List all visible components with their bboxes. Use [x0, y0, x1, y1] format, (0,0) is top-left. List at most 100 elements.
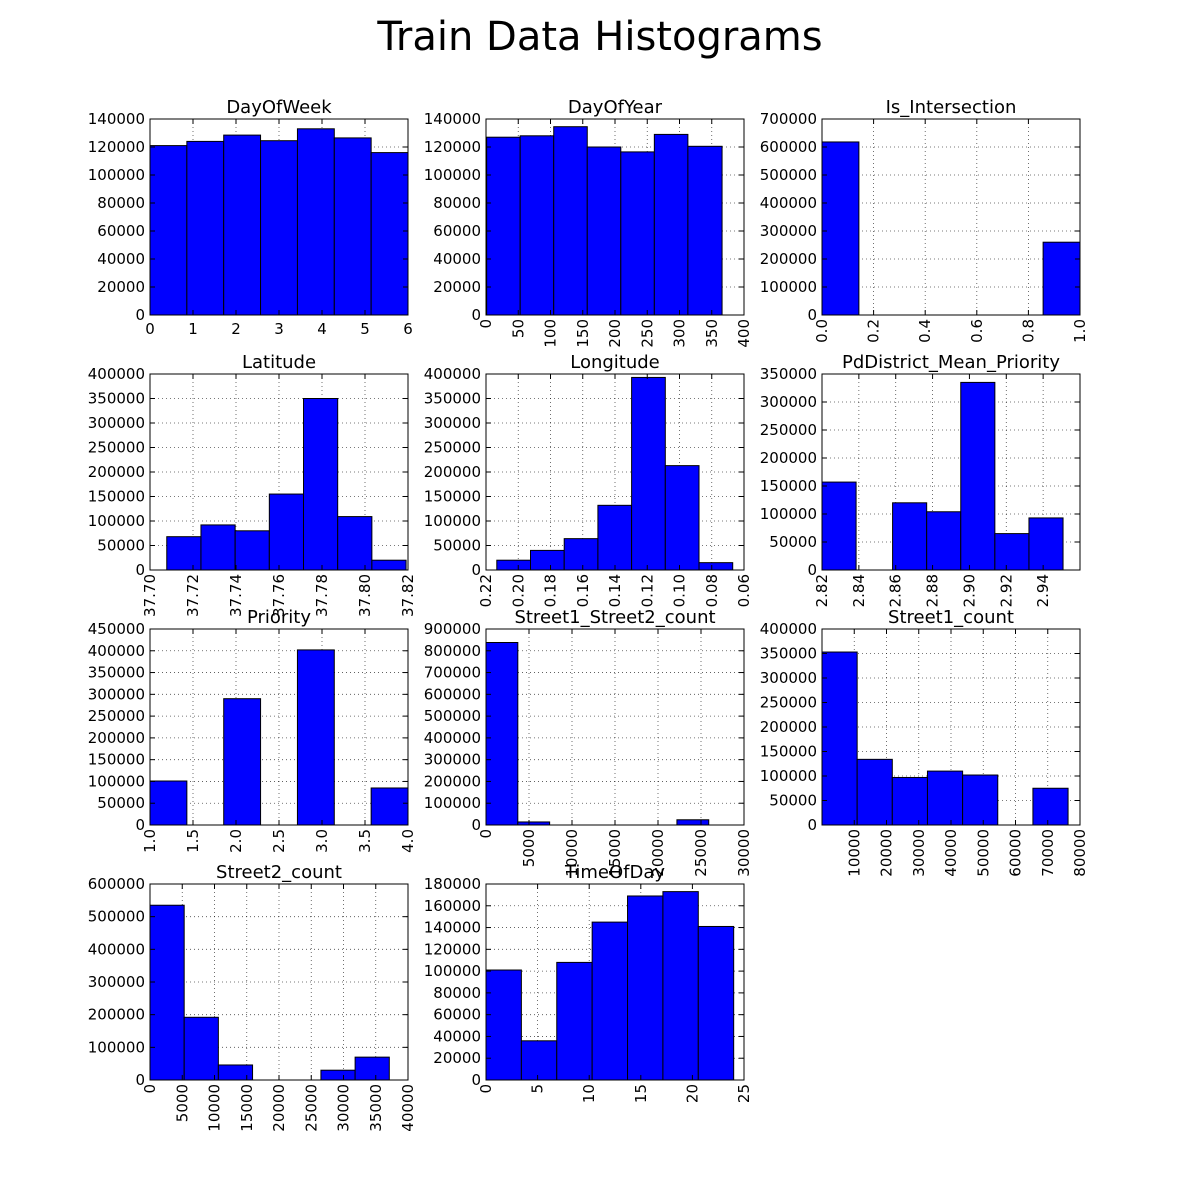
histogram-bar — [268, 493, 305, 571]
y-tick-label: 50000 — [769, 792, 817, 810]
x-tick-label: 0.10 — [671, 574, 689, 607]
y-tick-label: 0 — [807, 561, 817, 579]
y-tick-label: 50000 — [433, 537, 481, 555]
y-tick-label: 900000 — [424, 620, 481, 638]
histogram-bar — [960, 381, 996, 571]
x-tick-label: 2.86 — [887, 574, 905, 607]
histogram-bar — [926, 770, 964, 826]
x-tick-label: 350 — [703, 319, 721, 348]
histogram-is-intersection: Is_Intersection 0 100000 200000 300000 400000… — [760, 97, 1089, 343]
histogram-bar — [149, 145, 188, 316]
x-tick-label: 25000 — [302, 1084, 320, 1132]
x-tick-label: 37.80 — [356, 574, 374, 617]
histogram-bar — [631, 376, 666, 571]
y-tick-label: 100000 — [424, 512, 481, 530]
y-tick-label: 400000 — [88, 365, 145, 383]
histogram-bar — [676, 819, 710, 826]
histogram-bar — [821, 141, 860, 316]
y-tick-label: 300000 — [760, 393, 817, 411]
subplot-title: Is_Intersection — [886, 97, 1017, 118]
histogram-bar — [994, 533, 1030, 571]
x-tick-label: 0.18 — [542, 574, 560, 607]
y-tick-label: 100000 — [424, 794, 481, 812]
y-tick-label: 300000 — [88, 973, 145, 991]
x-tick-label: 1 — [188, 320, 198, 338]
x-tick-label: 0.6 — [968, 319, 986, 343]
y-tick-label: 350000 — [760, 645, 817, 663]
histogram-bar — [371, 559, 407, 571]
y-tick-label: 50000 — [97, 794, 145, 812]
x-tick-label: 0.8 — [1019, 319, 1037, 343]
y-tick-label: 350000 — [424, 390, 481, 408]
x-tick-label: 100 — [542, 319, 560, 348]
x-tick-label: 30000 — [735, 829, 753, 877]
subplot-title: Street2_count — [216, 862, 342, 883]
x-tick-label: 50000 — [974, 829, 992, 877]
x-tick-label: 5 — [529, 1084, 547, 1094]
histogram-street1-street2-count: Street1_Street2_count0100000200000300000… — [424, 607, 753, 877]
y-tick-label: 700000 — [424, 664, 481, 682]
y-tick-label: 500000 — [88, 908, 145, 926]
y-tick-label: 200000 — [760, 449, 817, 467]
x-tick-label: 20 — [683, 1084, 701, 1103]
x-tick-label: 25 — [735, 1084, 753, 1103]
axes-frame — [821, 373, 1081, 571]
y-tick-label: 80000 — [433, 194, 481, 212]
y-tick-label: 140000 — [424, 919, 481, 937]
y-tick-label: 250000 — [760, 694, 817, 712]
y-tick-label: 100000 — [760, 505, 817, 523]
x-tick-label: 2.0 — [227, 829, 245, 853]
y-tick-label: 100000 — [88, 772, 145, 790]
histogram-bar — [556, 961, 593, 1081]
y-tick-label: 120000 — [424, 940, 481, 958]
x-tick-label: 15000 — [606, 829, 624, 877]
y-tick-label: 500000 — [424, 707, 481, 725]
y-tick-label: 0 — [135, 561, 145, 579]
histogram-bar — [697, 925, 735, 1081]
x-tick-label: 10000 — [845, 829, 863, 877]
y-tick-label: 200000 — [424, 772, 481, 790]
subplot-title: Latitude — [242, 352, 316, 373]
histogram-bar — [496, 559, 532, 571]
x-tick-label: 50 — [509, 319, 527, 338]
histogram-bar — [149, 904, 185, 1081]
y-tick-label: 250000 — [760, 421, 817, 439]
x-tick-label: 37.72 — [184, 574, 202, 617]
y-tick-label: 200000 — [88, 463, 145, 481]
y-tick-label: 450000 — [88, 620, 145, 638]
x-tick-label: 3 — [274, 320, 284, 338]
y-tick-label: 600000 — [88, 875, 145, 893]
x-tick-label: 25000 — [692, 829, 710, 877]
x-tick-label: 37.70 — [141, 574, 159, 617]
histogram-bar — [926, 511, 962, 571]
y-tick-label: 250000 — [88, 439, 145, 457]
histogram-bar — [591, 921, 629, 1081]
x-tick-label: 3.0 — [313, 829, 331, 853]
x-tick-label: 0.0 — [813, 319, 831, 343]
x-tick-label: 37.76 — [270, 574, 288, 617]
histogram-bar — [1032, 787, 1069, 826]
histogram-bar — [166, 536, 202, 571]
x-tick-label: 0.16 — [574, 574, 592, 607]
y-tick-label: 400000 — [760, 620, 817, 638]
subplot-title: TimeOfDay — [564, 862, 665, 883]
y-tick-label: 50000 — [769, 533, 817, 551]
histogram-bar — [892, 502, 928, 571]
histogram-bar — [486, 136, 521, 316]
axes-frame — [485, 883, 745, 1081]
y-tick-label: 100000 — [424, 166, 481, 184]
y-tick-label: 20000 — [433, 278, 481, 296]
y-tick-label: 0 — [471, 1071, 481, 1089]
y-tick-label: 100000 — [88, 512, 145, 530]
y-tick-label: 150000 — [88, 751, 145, 769]
histogram-bar — [662, 891, 699, 1081]
subplot-title: Priority — [247, 607, 311, 628]
x-tick-label: 30000 — [910, 829, 928, 877]
y-tick-label: 400000 — [424, 729, 481, 747]
histogram-bar — [1042, 241, 1081, 316]
histogram-bar — [520, 1040, 558, 1081]
x-tick-label: 2.92 — [997, 574, 1015, 607]
y-tick-label: 100000 — [88, 166, 145, 184]
x-tick-label: 0.08 — [703, 574, 721, 607]
